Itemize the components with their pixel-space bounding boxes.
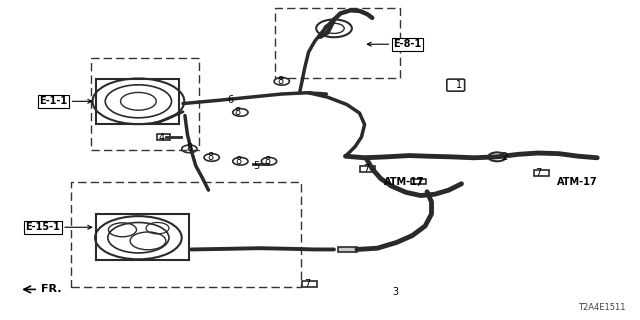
Text: 8: 8 [277,76,284,86]
Bar [360,166,376,172]
Text: 8: 8 [186,143,193,153]
Text: 8: 8 [236,156,241,166]
Bar [534,171,549,176]
Text: 3: 3 [392,287,398,297]
Text: 2: 2 [502,152,508,162]
Text: 7: 7 [304,279,310,289]
Text: 4: 4 [159,133,165,143]
Text: 8: 8 [207,152,214,163]
Text: 7: 7 [415,178,422,188]
Text: E-15-1: E-15-1 [26,222,92,232]
Text: E-1-1: E-1-1 [40,96,92,106]
Text: ATM-17: ATM-17 [384,177,424,187]
Bar [157,134,170,140]
Text: 6: 6 [228,95,234,105]
Bar [301,282,317,287]
Text: ATM-17: ATM-17 [557,177,598,187]
Bar [338,247,357,252]
Text: T2A4E1511: T2A4E1511 [579,303,626,312]
Text: 7: 7 [535,168,541,178]
Text: FR.: FR. [24,284,61,294]
Text: 8: 8 [265,156,271,166]
Text: 7: 7 [363,164,369,174]
Text: 5: 5 [253,161,259,171]
Text: 1: 1 [456,79,462,90]
Bar [411,179,426,184]
Text: 8: 8 [234,107,240,117]
Text: E-8-1: E-8-1 [367,39,422,49]
